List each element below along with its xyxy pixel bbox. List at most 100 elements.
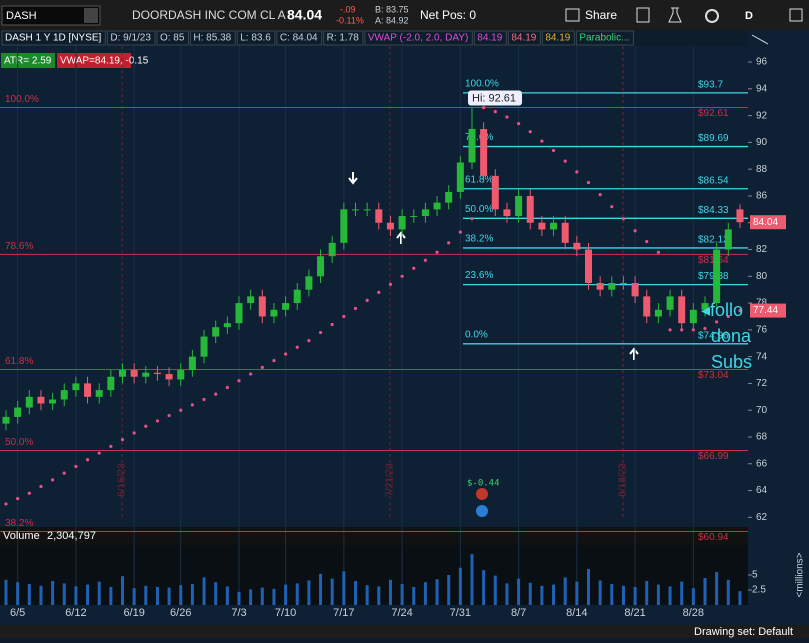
volume-bar bbox=[39, 585, 43, 605]
volume-bar bbox=[237, 591, 241, 605]
candle-body bbox=[84, 383, 92, 397]
fib-price: $73.04 bbox=[698, 370, 729, 381]
candle-body bbox=[247, 296, 255, 304]
fib-price: $86.54 bbox=[698, 175, 729, 186]
volume-bar bbox=[4, 579, 8, 605]
candle-body bbox=[398, 216, 406, 230]
sar-dot bbox=[214, 392, 218, 396]
study-box bbox=[1, 53, 55, 68]
share-icon[interactable] bbox=[565, 8, 580, 22]
sar-dot bbox=[400, 274, 404, 278]
sar-dot bbox=[342, 314, 346, 319]
candle-body bbox=[596, 283, 604, 290]
atr-label: ATR= 2.59 bbox=[4, 56, 52, 67]
volume-bar bbox=[691, 588, 695, 605]
ohlc-date: D: 9/1/23 bbox=[110, 33, 151, 44]
window-icon[interactable] bbox=[789, 8, 803, 22]
candle-body bbox=[433, 202, 441, 210]
y-tick-label: 80 bbox=[756, 271, 768, 282]
y-tick-label: 86 bbox=[756, 191, 768, 202]
sar-dot bbox=[435, 250, 439, 254]
volume-bar bbox=[458, 567, 462, 605]
candle-body bbox=[165, 374, 173, 380]
sar-dot bbox=[703, 326, 707, 331]
volume-bar bbox=[552, 584, 556, 605]
overlay-text: ◂follo bbox=[701, 300, 743, 320]
y-tick-label: 92 bbox=[756, 110, 768, 121]
study-value: 84.19 bbox=[545, 33, 570, 44]
drawing-tool[interactable] bbox=[751, 34, 769, 45]
candle-body bbox=[153, 372, 161, 375]
volume-title: Volume bbox=[3, 530, 40, 542]
sar-dot bbox=[120, 438, 125, 442]
volume-bar bbox=[400, 584, 404, 605]
sar-dot bbox=[668, 328, 672, 332]
sar-dot bbox=[167, 413, 171, 418]
sar-dot bbox=[482, 105, 486, 110]
hi-label: Hi: 92.61 bbox=[472, 92, 516, 104]
volume-bar bbox=[656, 584, 660, 605]
header-cell bbox=[236, 30, 276, 46]
study-name: Parabolic... bbox=[579, 33, 629, 44]
fib-label: 78.6% bbox=[5, 241, 33, 252]
header-cell bbox=[189, 30, 236, 46]
lab-icon[interactable] bbox=[668, 7, 682, 23]
share-button[interactable]: Share bbox=[585, 8, 617, 22]
drawing-set[interactable]: Drawing set: Default bbox=[694, 626, 793, 638]
sar-dot bbox=[412, 266, 416, 270]
candle-body bbox=[200, 336, 208, 357]
sar-dot bbox=[528, 130, 532, 134]
y-tick-label: 68 bbox=[756, 432, 768, 443]
period[interactable]: D bbox=[745, 10, 753, 22]
sar-dot bbox=[586, 180, 591, 185]
header-cell bbox=[575, 30, 634, 46]
sar-dot bbox=[458, 230, 462, 234]
candle-body bbox=[72, 383, 80, 391]
candle-body bbox=[619, 283, 627, 284]
event-icon[interactable] bbox=[476, 488, 488, 500]
x-tick-label: 8/28 bbox=[683, 607, 704, 619]
candle-body bbox=[235, 303, 243, 324]
sar-dot bbox=[272, 359, 276, 363]
candle-body bbox=[305, 276, 313, 290]
sar-dot bbox=[249, 372, 253, 376]
price-tag-label: 77.44 bbox=[753, 305, 778, 316]
sar-dot bbox=[179, 408, 183, 412]
settings-icon[interactable] bbox=[705, 9, 719, 23]
volume-bar bbox=[598, 580, 602, 605]
change: -.09 bbox=[340, 4, 356, 14]
volume-bar bbox=[284, 584, 288, 605]
x-tick-label: 6/26 bbox=[170, 607, 191, 619]
volume-bar bbox=[121, 576, 124, 605]
sar-dot bbox=[295, 345, 299, 349]
price-tag-label: 84.04 bbox=[753, 217, 778, 228]
chart-title: DASH 1 Y 1D [NYSE] bbox=[5, 33, 102, 44]
symbol-box[interactable] bbox=[1, 5, 101, 26]
volume-bar bbox=[423, 582, 427, 605]
volume-bar bbox=[680, 581, 684, 605]
sar-dot bbox=[656, 250, 661, 254]
volume-bar bbox=[587, 569, 590, 605]
notes-icon[interactable] bbox=[636, 7, 650, 23]
sar-dot bbox=[517, 122, 521, 126]
volume-bar bbox=[470, 554, 474, 605]
x-tick-label: 8/14 bbox=[566, 607, 587, 619]
candle-body bbox=[445, 191, 453, 203]
fib-label: 50.0% bbox=[465, 204, 493, 215]
sar-dot bbox=[645, 239, 649, 244]
symbol-dropdown[interactable] bbox=[84, 8, 98, 23]
candle-body bbox=[25, 396, 33, 408]
fib-price: $84.33 bbox=[698, 205, 729, 216]
y-tick-label: 62 bbox=[756, 512, 768, 523]
sar-dot bbox=[39, 484, 43, 489]
ohlc-high: H: 85.38 bbox=[193, 33, 231, 44]
event-icon[interactable] bbox=[476, 505, 488, 517]
volume-bar bbox=[307, 580, 311, 605]
fib-label: 61.8% bbox=[465, 174, 493, 185]
fib-price: $66.99 bbox=[698, 451, 729, 462]
volume-bar bbox=[354, 581, 357, 605]
sar-dot bbox=[598, 193, 602, 197]
candle-body bbox=[678, 296, 686, 324]
candle-body bbox=[643, 296, 651, 317]
volume-bar bbox=[190, 584, 194, 605]
